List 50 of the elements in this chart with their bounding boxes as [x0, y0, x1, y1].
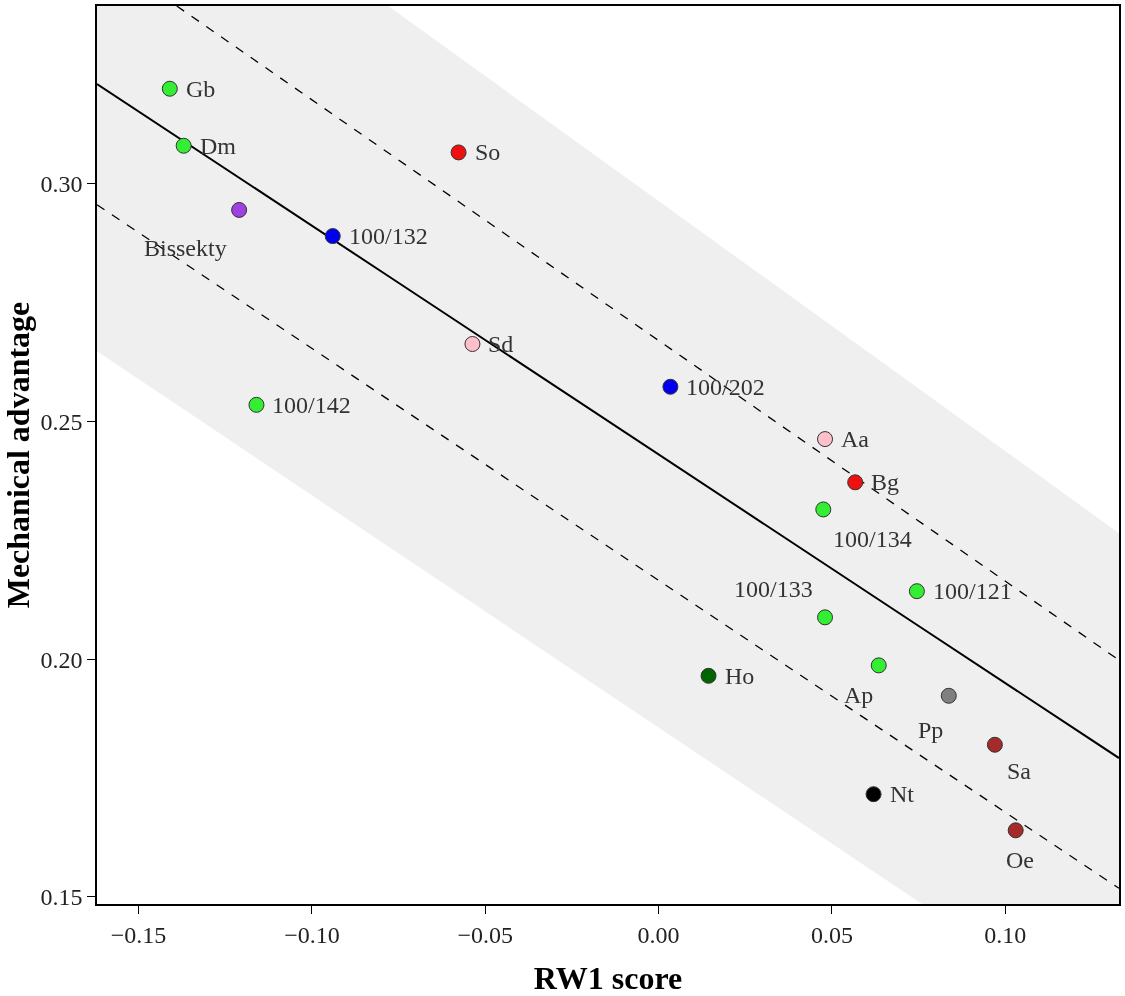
x-tick-label: −0.10: [284, 921, 340, 948]
point: [908, 583, 925, 600]
point: [815, 501, 832, 518]
point: [817, 431, 834, 448]
y-tick-label: 0.30: [40, 171, 83, 198]
point: [248, 396, 265, 413]
y-tick-label: 0.20: [40, 646, 83, 673]
x-tick-label: 0.05: [810, 921, 853, 948]
point: [700, 667, 717, 684]
y-tick-label: 0.15: [40, 884, 83, 911]
point: [662, 378, 679, 395]
point: [986, 736, 1003, 753]
annotation: 100/133: [734, 576, 813, 602]
annotation: Bissekty: [144, 235, 227, 261]
annotation: Gb: [186, 76, 216, 102]
annotation: So: [475, 139, 501, 165]
point: [870, 657, 887, 674]
annotation: Pp: [918, 717, 944, 743]
point: [161, 80, 178, 97]
point: [817, 609, 834, 626]
annotation: Bg: [871, 469, 900, 495]
annotation: Sa: [1007, 758, 1032, 784]
point: [324, 228, 341, 245]
point: [231, 201, 248, 218]
annotation: 100/132: [349, 223, 428, 249]
annotation: 100/142: [272, 392, 351, 418]
x-tick-label: 0.10: [984, 921, 1027, 948]
point: [1007, 822, 1024, 839]
annotation: Oe: [1006, 847, 1034, 873]
annotation: Sd: [488, 331, 514, 357]
y-tick-label: 0.25: [40, 408, 83, 435]
annotation: 100/121: [933, 578, 1012, 604]
point: [450, 144, 467, 161]
x-tick-label: −0.15: [110, 921, 167, 948]
annotation: Ap: [844, 682, 874, 708]
point: [175, 137, 192, 154]
annotation: Nt: [890, 781, 915, 807]
point: [847, 474, 864, 491]
annotation: Aa: [841, 426, 870, 452]
x-tick-label: −0.05: [457, 921, 514, 948]
annotation: Ho: [725, 663, 755, 689]
x-tick-label: 0.00: [637, 921, 680, 948]
annotation: 100/202: [686, 374, 765, 400]
point: [940, 687, 957, 704]
x-axis-title: RW1 score: [533, 960, 683, 996]
annotation: 100/134: [833, 526, 912, 552]
point: [464, 336, 481, 352]
y-axis-title: Mechanical advantage: [0, 301, 36, 609]
annotation: Dm: [200, 133, 237, 159]
point: [865, 786, 882, 803]
